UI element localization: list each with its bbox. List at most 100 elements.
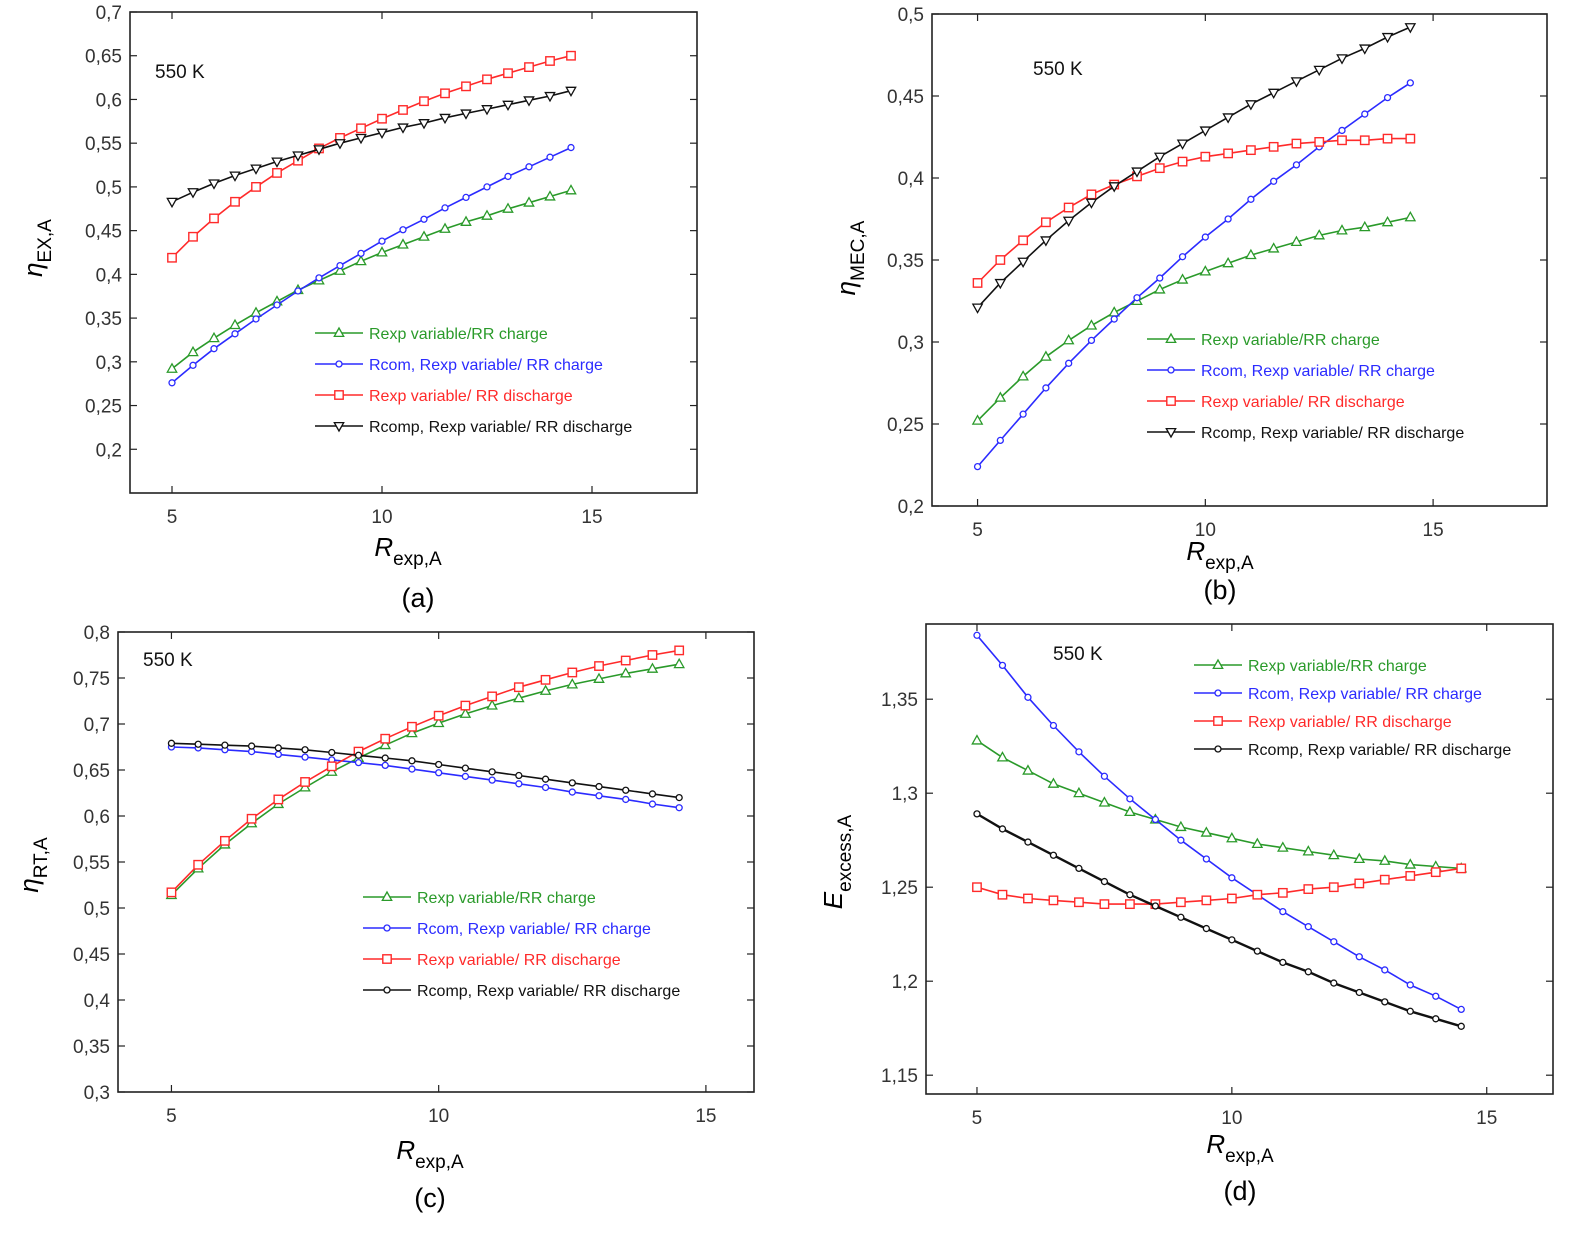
legend-marker xyxy=(382,954,392,964)
legend-marker xyxy=(1214,689,1222,697)
data-point xyxy=(994,391,1007,402)
chart-panel-d: 1,15 1,2 1,25 1,3 1,35 5 10 15 Rexp variable/RR … xyxy=(818,623,1554,1206)
data-point xyxy=(1338,126,1346,135)
data-point xyxy=(646,662,659,673)
series-2 xyxy=(166,645,685,898)
data-point xyxy=(167,252,177,263)
y-tick-label: 1,25 xyxy=(881,878,918,899)
data-point xyxy=(420,215,428,223)
data-point xyxy=(1151,815,1160,824)
series-line xyxy=(976,812,1462,1028)
legend-label: Rcom, Rexp variable/ RR charge xyxy=(369,357,603,374)
data-point xyxy=(435,760,443,769)
data-point xyxy=(1200,826,1213,837)
legend-label: Rcom, Rexp variable/ RR charge xyxy=(1201,363,1435,380)
series-3 xyxy=(971,23,1417,314)
data-point xyxy=(1085,198,1098,209)
panel-label: (b) xyxy=(1204,575,1237,605)
data-point xyxy=(1151,902,1160,910)
x-axis-label-sub: exp,A xyxy=(393,549,442,570)
data-point xyxy=(1330,979,1338,987)
data-point xyxy=(1355,988,1363,997)
x-tick-label: 5 xyxy=(166,1106,177,1127)
y-axis-label: ηEX,A xyxy=(18,219,56,277)
data-point xyxy=(1406,1007,1414,1015)
data-point xyxy=(1125,899,1135,910)
data-point xyxy=(973,810,981,818)
data-point xyxy=(619,667,632,678)
series-0 xyxy=(971,211,1417,425)
data-point xyxy=(1361,110,1369,118)
data-point xyxy=(1457,1005,1465,1014)
x-tick-label: 10 xyxy=(1195,520,1216,541)
data-point xyxy=(1354,878,1365,889)
plot-frame xyxy=(129,11,698,494)
data-point xyxy=(996,436,1004,445)
y-tick-label: 0,7 xyxy=(84,715,110,736)
x-axis-label: Rexp,A xyxy=(1206,1129,1274,1167)
data-point xyxy=(219,835,230,846)
legend-marker xyxy=(1166,396,1176,406)
data-point xyxy=(377,113,387,124)
data-point xyxy=(1355,953,1363,961)
data-point xyxy=(1226,893,1237,904)
data-point xyxy=(246,813,257,824)
data-point xyxy=(1086,189,1097,200)
data-point xyxy=(1176,273,1189,284)
data-point xyxy=(209,213,219,224)
data-point xyxy=(1176,139,1189,150)
y-axis-label: ηMEC,A xyxy=(831,220,869,295)
x-tick-label: 15 xyxy=(581,507,602,528)
data-point xyxy=(972,278,983,288)
y-tick-label: 1,3 xyxy=(892,784,918,805)
data-point xyxy=(1073,786,1085,798)
data-point xyxy=(229,318,241,330)
data-point xyxy=(460,700,471,711)
data-point xyxy=(1291,138,1302,149)
data-point xyxy=(523,96,535,107)
legend-marker xyxy=(333,326,345,338)
series-0 xyxy=(165,657,685,900)
data-point xyxy=(675,793,683,802)
y-axis-label-sub: MEC,A xyxy=(848,220,869,281)
data-point xyxy=(1017,370,1029,381)
data-point xyxy=(1085,319,1098,330)
data-point xyxy=(230,196,240,207)
legend-label: Rexp variable/RR charge xyxy=(1201,332,1380,349)
data-point xyxy=(1156,274,1164,282)
data-point xyxy=(545,56,555,66)
data-point xyxy=(513,682,524,693)
data-point xyxy=(1406,981,1414,989)
y-axis-label-main: η xyxy=(14,878,44,892)
data-point xyxy=(1279,958,1287,967)
data-point xyxy=(994,278,1007,290)
y-tick-label: 0,45 xyxy=(887,87,924,108)
data-point xyxy=(1358,220,1371,232)
data-point xyxy=(1023,893,1033,904)
series-line xyxy=(171,54,572,259)
data-point xyxy=(459,707,472,718)
y-tick-label: 0,75 xyxy=(73,669,110,690)
legend-marker xyxy=(1213,716,1223,726)
data-point xyxy=(648,800,657,808)
x-tick-label: 5 xyxy=(972,1108,983,1129)
y-axis-label: Eexcess,A xyxy=(818,814,856,909)
series-line xyxy=(171,89,572,203)
series-2 xyxy=(972,133,1416,288)
y-tick-label: 1,35 xyxy=(881,690,918,711)
data-point xyxy=(441,204,449,212)
panel-label: (a) xyxy=(402,583,435,613)
y-axis-label-sub: EX,A xyxy=(35,219,56,263)
data-point xyxy=(1303,884,1314,894)
data-point xyxy=(1290,77,1303,88)
data-point xyxy=(1126,891,1134,899)
data-point xyxy=(252,315,260,323)
legend: Rexp variable/RR charge Rcom, Rexp variab… xyxy=(363,890,680,1000)
data-point xyxy=(1252,889,1263,900)
data-point xyxy=(1432,1015,1440,1023)
data-point xyxy=(525,163,533,171)
y-tick-label: 0,35 xyxy=(73,1037,110,1058)
data-point xyxy=(540,674,551,685)
data-point xyxy=(1199,126,1212,137)
data-point xyxy=(1406,79,1414,87)
